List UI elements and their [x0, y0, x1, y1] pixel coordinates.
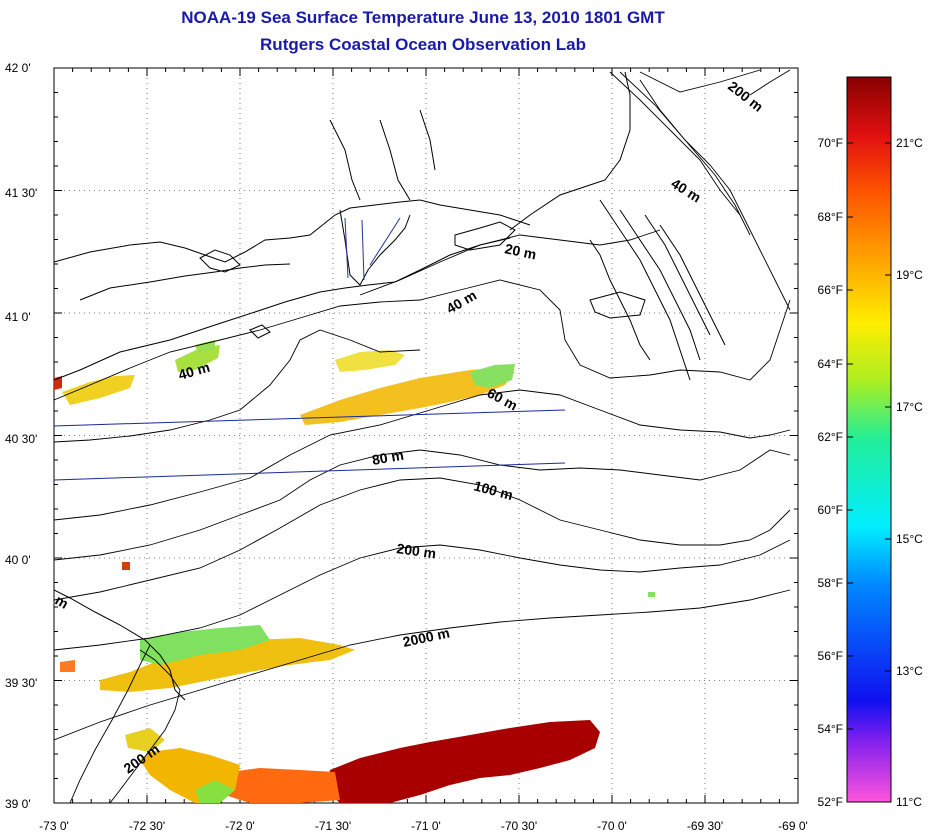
- lat-label: 40 30': [5, 432, 37, 446]
- map-subtitle: Rutgers Coastal Ocean Observation Lab: [260, 35, 586, 54]
- contour-40m-north: [54, 279, 791, 401]
- contour-100m: [54, 477, 791, 601]
- sst-patch-yellow-nearshore: [62, 375, 135, 405]
- contour-60m-a: [609, 71, 741, 216]
- map-title: NOAA-19 Sea Surface Temperature June 13,…: [181, 8, 665, 27]
- colorbar-c-label: 15°C: [896, 532, 923, 546]
- contour-60m-b: [619, 71, 751, 236]
- nantucket: [589, 291, 646, 319]
- sst-data-layer: [54, 340, 655, 803]
- contour-label: 200 m: [396, 540, 438, 561]
- sst-patch-green-mid: [140, 625, 270, 665]
- lat-label: 42 0': [5, 61, 31, 75]
- nj-coast: [54, 589, 186, 701]
- rhode-island-shore: [329, 109, 436, 201]
- contour-20m: [359, 229, 661, 296]
- lon-label: -71 0': [411, 819, 441, 833]
- colorbar-ticks: [847, 142, 891, 803]
- cape-cod-outline: [509, 71, 651, 361]
- latitude-labels: 42 0' 41 30' 41 0' 40 30' 40 0' 39 30' 3…: [5, 61, 37, 811]
- contour-canyon-b: [69, 644, 151, 803]
- colorbar-f-label: 58°F: [818, 576, 843, 590]
- lat-label: 39 30': [5, 676, 37, 690]
- sst-patch-small-green: [195, 340, 215, 352]
- lon-label: -73 0': [39, 819, 69, 833]
- sst-patch-yellow-southwest: [125, 728, 165, 752]
- contour-label: 80 m: [371, 447, 405, 468]
- bay-lines: [344, 217, 401, 281]
- colorbar-f-label: 66°F: [818, 283, 843, 297]
- sst-patch-yellow-north: [335, 350, 405, 372]
- transect-line-north: [54, 409, 566, 427]
- lat-label: 41 0': [5, 310, 31, 324]
- sst-patch-yellow-shelf: [300, 368, 515, 425]
- colorbar-gradient: [846, 76, 892, 803]
- temperature-colorbar: 70°F 68°F 66°F 64°F 62°F 60°F 58°F 56°F …: [818, 76, 923, 809]
- sst-patch-green-south: [195, 780, 235, 803]
- colorbar-f-label: 54°F: [818, 722, 843, 736]
- islands-cluster: [199, 249, 271, 339]
- colorbar-c-label: 19°C: [896, 268, 923, 282]
- contour-200m-north: [639, 69, 791, 96]
- sst-patch-green-shelf: [470, 364, 515, 388]
- connecticut-coast: [54, 199, 531, 263]
- contour-80m: [54, 449, 791, 561]
- celsius-labels: 21°C 19°C 17°C 15°C 13°C 11°C: [896, 136, 923, 809]
- tidal-inlets: [79, 263, 291, 301]
- contour-shelf-inner: [54, 329, 421, 443]
- lon-label: -69 30': [687, 819, 723, 833]
- lon-label: -69 0': [778, 819, 808, 833]
- contour-200m: [54, 539, 791, 651]
- colorbar-f-label: 62°F: [818, 430, 843, 444]
- colorbar-c-label: 13°C: [896, 664, 923, 678]
- lon-label: -70 0': [597, 819, 627, 833]
- lon-label: -72 0': [225, 819, 255, 833]
- colorbar-c-label: 11°C: [896, 795, 922, 809]
- contour-label: 20 m: [503, 240, 538, 262]
- colorbar-f-label: 60°F: [818, 503, 843, 517]
- lon-label: -72 30': [129, 819, 165, 833]
- coastline-layer: [54, 71, 726, 701]
- sst-patch-orange-west: [60, 660, 75, 672]
- contour-canyon: [109, 649, 181, 803]
- sst-patch-green-nearshore: [175, 345, 220, 372]
- sst-patch-dot-west: [122, 562, 130, 570]
- colorbar-c-label: 21°C: [896, 136, 923, 150]
- colorbar-f-label: 70°F: [818, 136, 843, 150]
- colorbar-f-label: 68°F: [818, 210, 843, 224]
- colorbar-c-label: 17°C: [896, 400, 923, 414]
- axis-ticks: [53, 67, 799, 804]
- contour-60m: [54, 389, 791, 521]
- long-island-coast: [54, 237, 511, 381]
- sst-patch-red-south: [325, 720, 600, 803]
- lon-label: -71 30': [315, 819, 351, 833]
- georges-bank-shoals: [599, 199, 726, 381]
- contour-2000m: [54, 589, 791, 741]
- sst-patch-dot-east: [648, 592, 655, 597]
- fahrenheit-labels: 70°F 68°F 66°F 64°F 62°F 60°F 58°F 56°F …: [818, 136, 843, 809]
- longitude-labels: -73 0' -72 30' -72 0' -71 30' -71 0' -70…: [39, 819, 808, 833]
- lon-label: -70 30': [501, 819, 537, 833]
- sst-patch-yellow-mid: [100, 638, 355, 692]
- sst-patch-orange-south: [225, 768, 340, 803]
- colorbar-f-label: 56°F: [818, 649, 843, 663]
- transect-line-south: [54, 462, 566, 481]
- map-panel: 200 m 40 m 20 m 40 m 40 m 60 m 80 m 100 …: [5, 61, 808, 833]
- colorbar-f-label: 52°F: [818, 795, 843, 809]
- marthas-vineyard: [454, 221, 516, 251]
- lat-label: 39 0': [5, 797, 31, 811]
- lat-label: 40 0': [5, 553, 31, 567]
- lat-label: 41 30': [5, 186, 37, 200]
- graticule: [54, 68, 798, 803]
- bathymetry-contours: [54, 69, 791, 803]
- colorbar-f-label: 64°F: [818, 357, 843, 371]
- transect-lines: [54, 409, 566, 481]
